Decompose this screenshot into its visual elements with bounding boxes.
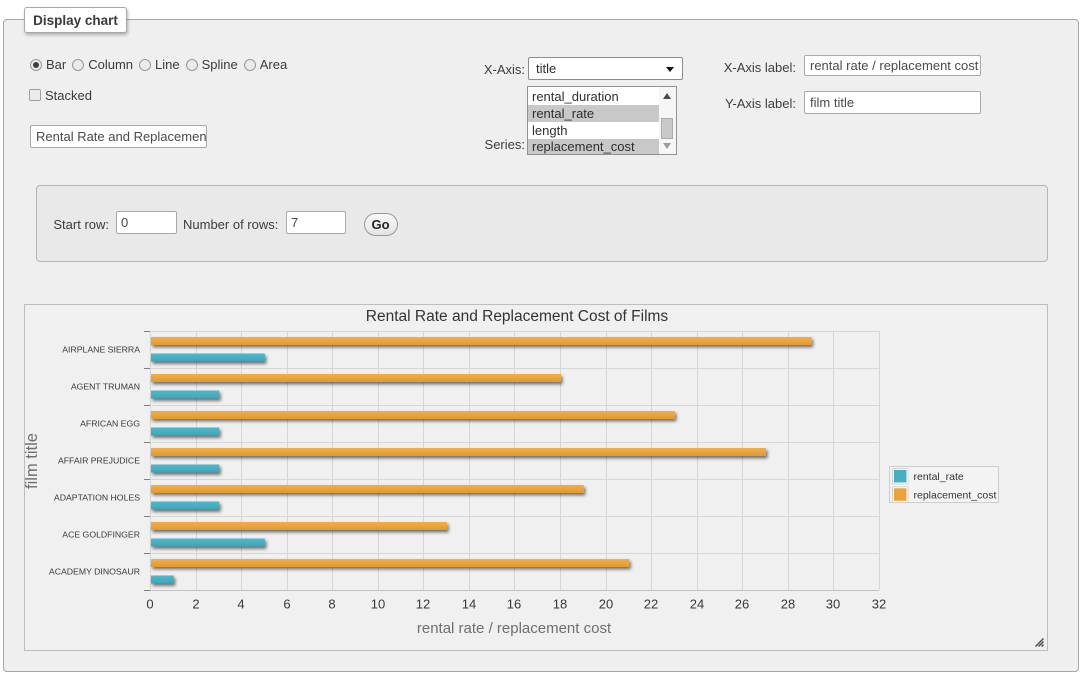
svg-text:26: 26 xyxy=(735,597,749,612)
svg-text:ADAPTATION HOLES: ADAPTATION HOLES xyxy=(54,493,140,503)
svg-text:ACADEMY DINOSAUR: ACADEMY DINOSAUR xyxy=(49,567,140,577)
svg-text:20: 20 xyxy=(599,597,613,612)
svg-text:32: 32 xyxy=(872,597,886,612)
svg-text:ACE GOLDFINGER: ACE GOLDFINGER xyxy=(62,530,140,540)
svg-text:0: 0 xyxy=(146,597,153,612)
svg-text:rental_rate: rental_rate xyxy=(914,471,964,483)
svg-text:30: 30 xyxy=(826,597,840,612)
svg-text:24: 24 xyxy=(690,597,704,612)
svg-text:4: 4 xyxy=(237,597,244,612)
svg-text:14: 14 xyxy=(462,597,476,612)
svg-text:10: 10 xyxy=(371,597,385,612)
svg-text:replacement_cost: replacement_cost xyxy=(914,489,997,501)
svg-text:8: 8 xyxy=(328,597,335,612)
svg-text:16: 16 xyxy=(507,597,521,612)
svg-text:22: 22 xyxy=(644,597,658,612)
svg-text:6: 6 xyxy=(283,597,290,612)
svg-text:12: 12 xyxy=(416,597,430,612)
svg-text:2: 2 xyxy=(192,597,199,612)
svg-text:AFFAIR PREJUDICE: AFFAIR PREJUDICE xyxy=(58,456,140,466)
svg-text:rental rate / replacement cost: rental rate / replacement cost xyxy=(417,620,612,637)
svg-text:Rental Rate and Replacement Co: Rental Rate and Replacement Cost of Film… xyxy=(366,308,669,325)
svg-text:AGENT TRUMAN: AGENT TRUMAN xyxy=(71,382,140,392)
svg-text:film title: film title xyxy=(25,433,41,489)
svg-text:AFRICAN EGG: AFRICAN EGG xyxy=(80,419,140,429)
svg-text:AIRPLANE SIERRA: AIRPLANE SIERRA xyxy=(62,345,140,355)
svg-text:18: 18 xyxy=(553,597,567,612)
svg-text:28: 28 xyxy=(781,597,795,612)
